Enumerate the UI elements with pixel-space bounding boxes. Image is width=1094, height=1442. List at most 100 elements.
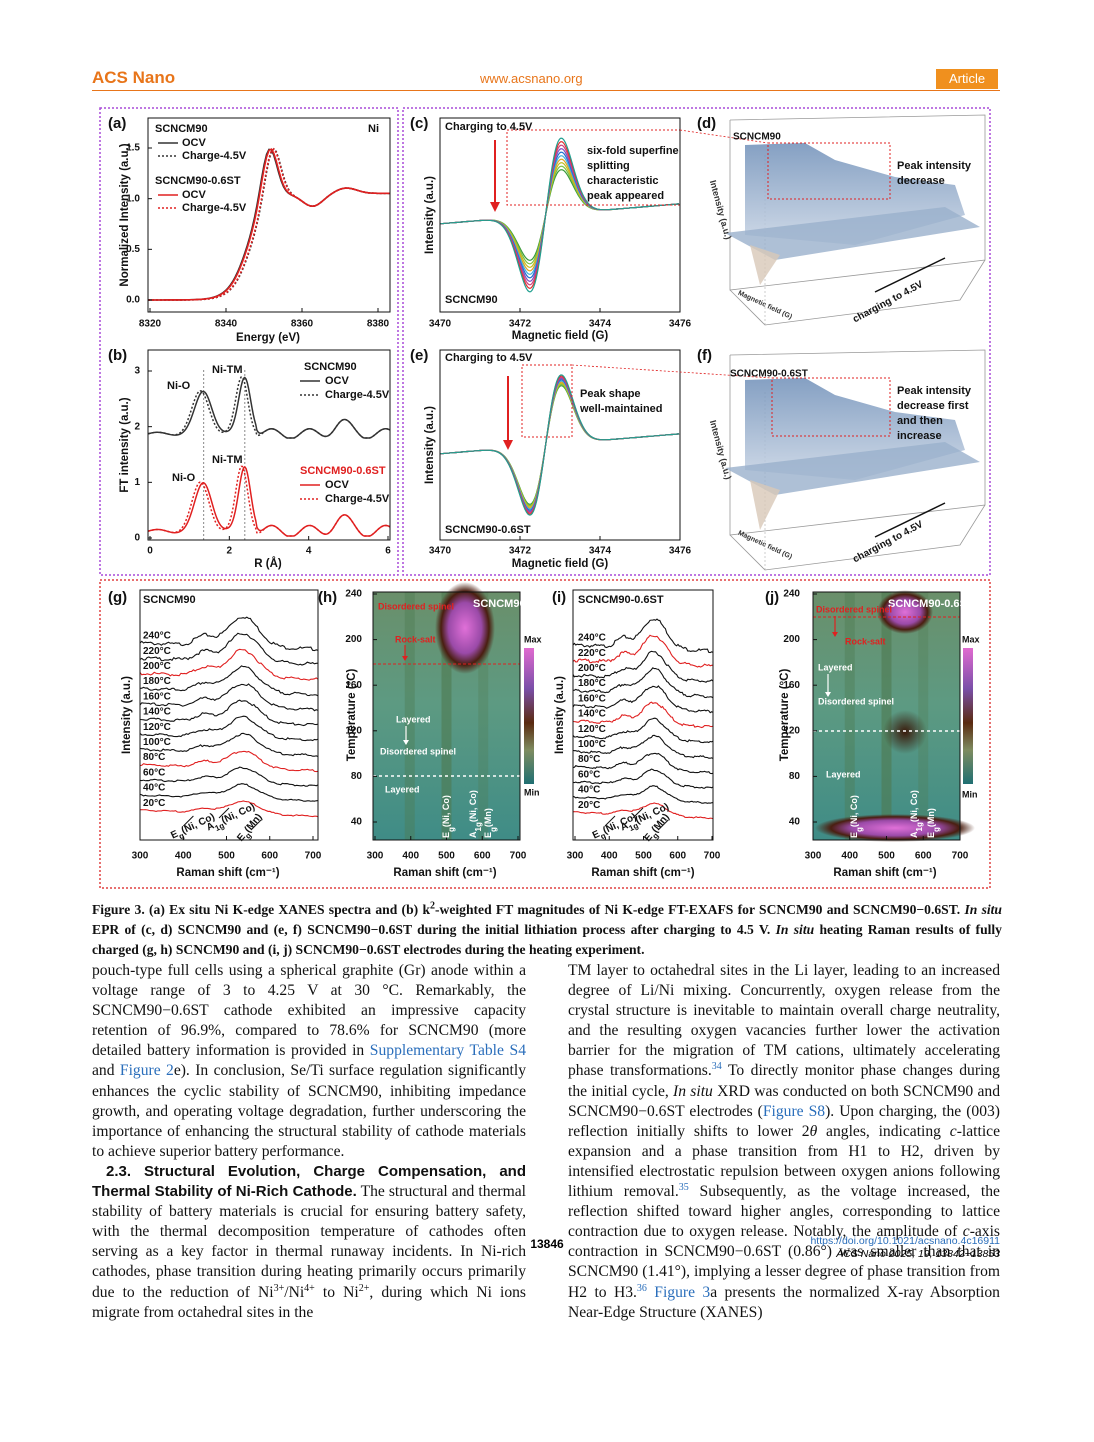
colorbar bbox=[524, 648, 534, 784]
paragraph: 2.3. Structural Evolution, Charge Compen… bbox=[92, 1162, 526, 1323]
spectrum-curve bbox=[439, 375, 680, 515]
reference-link[interactable]: Figure 3 bbox=[654, 1283, 711, 1301]
annotation: Charge-4.5V bbox=[182, 150, 247, 162]
panel-label: (j) bbox=[765, 589, 779, 606]
annotation: Layered bbox=[826, 769, 861, 779]
annotation: Charging to 4.5V bbox=[445, 121, 533, 133]
spectrum-curve bbox=[572, 685, 714, 714]
annotation: Peak intensity bbox=[897, 385, 972, 397]
temperature-label: 40°C bbox=[578, 785, 600, 796]
reference-link[interactable]: 34 bbox=[711, 1061, 722, 1073]
annotation: SCNCM90-0.6ST bbox=[730, 369, 808, 380]
spectrum-curve bbox=[439, 382, 680, 508]
x-tick-label: 3474 bbox=[589, 319, 612, 330]
journal-name: ACS Nano bbox=[92, 68, 176, 87]
y-axis-label: Intensity (a.u.) bbox=[424, 406, 436, 484]
x-tick-label: 8320 bbox=[139, 319, 162, 330]
x-tick-label: 4 bbox=[306, 546, 312, 557]
annotation: SCNCM90 bbox=[445, 294, 498, 306]
x-tick-label: 500 bbox=[438, 851, 455, 862]
annotation: Ni bbox=[368, 123, 379, 135]
y-tick-label: 0 bbox=[134, 533, 140, 544]
arrow bbox=[874, 502, 946, 538]
x-axis-label: Raman shift (cm⁻¹) bbox=[393, 867, 496, 879]
annotation: splitting bbox=[587, 160, 630, 172]
plot-frame bbox=[147, 349, 391, 541]
left-column: pouch-type full cells using a spherical … bbox=[92, 961, 526, 1323]
text-part: g bbox=[177, 831, 185, 841]
annotation: Min bbox=[962, 789, 978, 799]
x-tick-label: 3472 bbox=[509, 546, 532, 557]
x-tick-label: 700 bbox=[952, 851, 969, 862]
annotation: decrease first bbox=[897, 400, 969, 412]
annotation: Intensity (a.u.) bbox=[708, 419, 733, 481]
reference-link[interactable]: Figure 2 bbox=[119, 1062, 174, 1080]
group-box bbox=[402, 107, 991, 576]
surface-tail bbox=[750, 480, 780, 530]
arrow-head bbox=[825, 692, 831, 697]
annotation: SCNCM90 bbox=[733, 132, 781, 143]
journal-url[interactable]: www.acsnano.org bbox=[480, 71, 583, 86]
temperature-label: 100°C bbox=[143, 737, 171, 748]
doi[interactable]: https://doi.org/10.1021/acsnano.4c16911 bbox=[810, 1235, 1000, 1247]
annotation: Eg(Ni, Co) bbox=[849, 795, 863, 838]
text-run: In situ bbox=[775, 922, 815, 937]
reference-link[interactable]: Figure S8 bbox=[762, 1102, 826, 1120]
x-tick-label: 600 bbox=[915, 851, 932, 862]
arrow bbox=[874, 257, 946, 293]
arrow-head bbox=[503, 440, 513, 450]
spectrum-curve bbox=[572, 802, 714, 820]
heatmap-band bbox=[844, 592, 855, 840]
spectrum-curve bbox=[439, 380, 680, 510]
x-tick-label: 300 bbox=[367, 851, 384, 862]
text-run: and bbox=[92, 1062, 120, 1080]
y-tick-label: 80 bbox=[789, 771, 801, 782]
x-tick-label: 400 bbox=[841, 851, 858, 862]
arrow bbox=[657, 819, 669, 831]
reference-link[interactable]: Supplementary Table S4 bbox=[369, 1042, 526, 1060]
y-tick-label: 120 bbox=[345, 725, 362, 736]
text-part: g bbox=[489, 827, 498, 832]
reference-link[interactable]: 36 bbox=[636, 1282, 647, 1294]
annotation: Layered bbox=[818, 662, 853, 672]
panel-label: (c) bbox=[410, 115, 428, 132]
y-tick-label: 160 bbox=[345, 680, 362, 691]
annotation: SCNCM90 bbox=[143, 594, 196, 606]
spectrum-curve bbox=[139, 783, 319, 802]
page-number: 13846 bbox=[530, 1237, 564, 1251]
annotation: Eg(Mn) bbox=[483, 808, 497, 838]
reference-link[interactable]: 35 bbox=[678, 1181, 689, 1193]
text-run: -weighted FT magnitudes of Ni K-edge FT-… bbox=[435, 902, 965, 917]
arrow-head bbox=[490, 202, 500, 212]
spectrum-curve bbox=[572, 785, 714, 804]
annotation: Eg(Ni, Co) bbox=[441, 795, 455, 838]
annotation: and then bbox=[897, 415, 943, 427]
x-tick-label: 500 bbox=[878, 851, 895, 862]
y-tick-label: 200 bbox=[345, 634, 362, 645]
temperature-label: 180°C bbox=[578, 678, 606, 689]
spectrum-curve bbox=[439, 381, 680, 509]
x-tick-label: 0 bbox=[147, 546, 153, 557]
temperature-label: 120°C bbox=[578, 724, 606, 735]
annotation: Rock-salt bbox=[845, 636, 886, 646]
highlight-box bbox=[767, 142, 891, 200]
spectrum-curve bbox=[439, 376, 680, 514]
arrow-head bbox=[402, 656, 408, 661]
temperature-label: 80°C bbox=[143, 752, 165, 763]
text-run: -axis contraction in SCNCM90−0.6ST (0.86… bbox=[568, 1223, 1000, 1301]
temperature-label: 240°C bbox=[578, 633, 606, 644]
temperature-label: 140°C bbox=[578, 709, 606, 720]
header-rule bbox=[92, 90, 1000, 91]
citation: ACS Nano 2025, 19, 13842−13853 bbox=[836, 1248, 1000, 1260]
annotation: Intensity (a.u.) bbox=[708, 179, 733, 241]
arrow bbox=[604, 815, 616, 827]
annotation: Disordered spinel bbox=[378, 601, 454, 611]
panel-label: (i) bbox=[552, 589, 566, 606]
panel-label: (b) bbox=[108, 347, 127, 364]
text-part: (Mn) bbox=[483, 808, 493, 827]
heatmap-band bbox=[918, 592, 929, 840]
spectrum-curve bbox=[139, 616, 319, 652]
x-tick-label: 700 bbox=[305, 851, 322, 862]
text-part: g bbox=[243, 831, 253, 841]
text-part: g bbox=[855, 827, 864, 832]
